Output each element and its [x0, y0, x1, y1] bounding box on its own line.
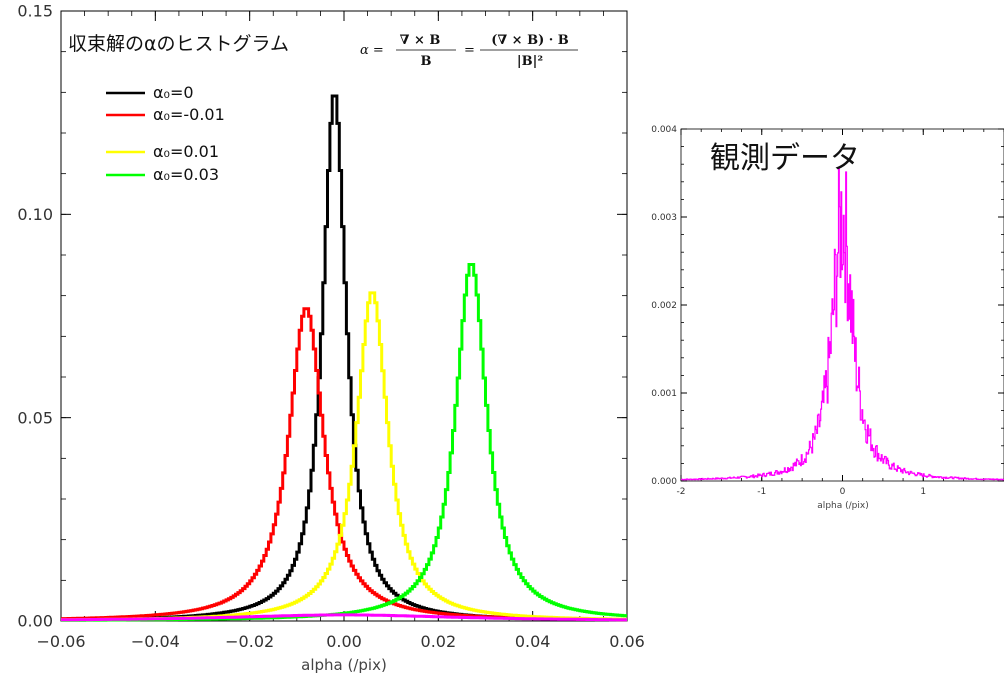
main-plot-frame — [60, 10, 628, 622]
formula-eq: = — [464, 43, 475, 58]
inset-x-axis-title: alpha (/pix) — [817, 501, 868, 511]
series-line-1 — [61, 307, 627, 622]
x-tick-label-3: 0.00 — [326, 632, 362, 651]
y-tick-label-2: 0.10 — [17, 205, 53, 224]
main-chart-title: 収束解のαのヒストグラム — [68, 33, 289, 55]
formula-frac2-num: (∇ × B) · B — [491, 33, 569, 48]
inset-plot-frame — [680, 128, 1004, 482]
legend-label-1: α₀=-0.01 — [153, 105, 225, 124]
x-tick-label-1: -1 — [757, 487, 766, 497]
main-legend: α₀=0 α₀=-0.01 α₀=0.01 α₀=0.03 — [106, 83, 225, 184]
series-line-4 — [61, 613, 627, 622]
inset-chart-title: 観測データ — [710, 141, 860, 176]
formula-frac1-den: B — [421, 54, 432, 69]
legend-label-3: α₀=0.03 — [153, 165, 219, 184]
legend-label-2: α₀=0.01 — [153, 142, 219, 161]
series-line-0 — [681, 166, 1004, 481]
x-tick-label-6: 0.06 — [609, 632, 645, 651]
main-axis-ticks: −0.06 −0.04 −0.02 0.00 0.02 0.04 0.06 0.00 0.05 0… — [17, 2, 644, 651]
inset-axis-ticks: -2 -1 0 1 0.000 0.001 0.002 0.003 0.004 — [651, 125, 1004, 497]
x-tick-label-2: 0 — [840, 487, 846, 497]
y-tick-label-1: 0.001 — [651, 389, 677, 399]
main-series-group — [61, 94, 627, 622]
y-tick-label-3: 0.003 — [651, 213, 677, 223]
x-tick-label-0: -2 — [677, 487, 686, 497]
x-tick-label-0: −0.06 — [36, 632, 85, 651]
legend-label-0: α₀=0 — [153, 83, 194, 102]
y-tick-label-0: 0.00 — [17, 612, 53, 631]
observation-chart: -2 -1 0 1 0.000 0.001 0.002 0.003 0.004 観測データ al… — [651, 125, 1004, 511]
y-tick-label-1: 0.05 — [17, 408, 53, 427]
x-tick-label-3: 1 — [920, 487, 926, 497]
x-tick-label-2: −0.02 — [225, 632, 274, 651]
inset-series-group — [681, 166, 1004, 481]
y-tick-label-2: 0.002 — [651, 301, 677, 311]
main-x-axis-title: alpha (/pix) — [301, 656, 387, 674]
series-line-3 — [61, 263, 627, 622]
formula-frac1-num: ∇ × B — [400, 33, 441, 48]
x-tick-label-1: −0.04 — [131, 632, 180, 651]
y-tick-label-4: 0.004 — [651, 125, 677, 135]
formula-frac2-den: |B|² — [517, 54, 543, 69]
x-tick-label-4: 0.02 — [421, 632, 457, 651]
y-tick-label-0: 0.000 — [651, 477, 677, 487]
series-line-2 — [61, 291, 627, 622]
y-tick-label-3: 0.15 — [17, 2, 53, 21]
formula-lhs: α = — [360, 43, 384, 58]
main-histogram-chart: −0.06 −0.04 −0.02 0.00 0.02 0.04 0.06 0.00 0.05 0… — [17, 2, 644, 674]
x-tick-label-5: 0.04 — [515, 632, 551, 651]
main-formula: α = ∇ × B B = (∇ × B) · B |B|² — [360, 33, 578, 69]
